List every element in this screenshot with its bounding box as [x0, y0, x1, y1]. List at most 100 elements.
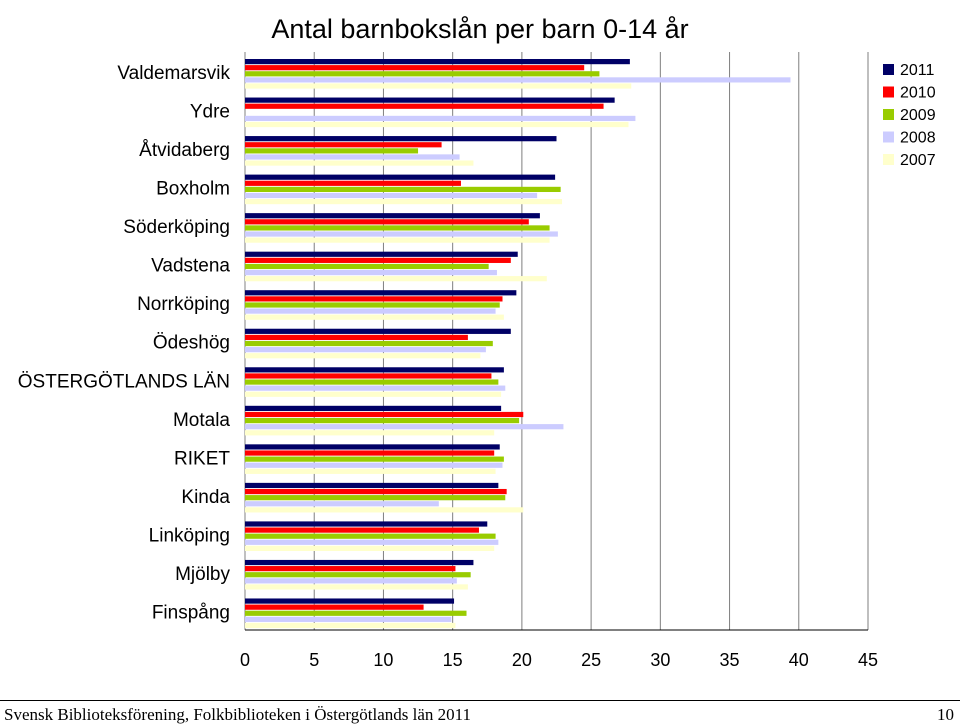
bar [245, 296, 503, 302]
category-labels: Valdemarsvik Ydre Åtvidaberg Boxholm Söderkö… [18, 63, 231, 623]
bar [245, 598, 455, 604]
legend-swatch [883, 131, 894, 143]
bar [245, 334, 468, 341]
bar [245, 367, 504, 373]
category-label: ÖSTERGÖTLANDS LÄN [18, 371, 230, 392]
bar [245, 160, 474, 166]
category-label: RIKET [174, 448, 230, 469]
bar [245, 83, 632, 89]
bar [245, 340, 493, 347]
bar [245, 444, 500, 450]
legend-label: 2008 [900, 130, 936, 147]
bar [245, 379, 499, 385]
bar [245, 71, 600, 77]
bar [245, 610, 467, 616]
x-tick-label: 0 [240, 650, 250, 670]
bar [245, 578, 457, 584]
chart-title: Antal barnbokslån per barn 0-14 år [271, 14, 688, 44]
bar [245, 347, 486, 353]
bar [245, 411, 524, 418]
bar [245, 584, 468, 590]
category-label: Valdemarsvik [117, 63, 230, 84]
bar [245, 115, 636, 122]
bar [245, 231, 558, 237]
x-tick-label: 45 [858, 650, 878, 670]
category-label: Ydre [190, 102, 230, 123]
legend-label: 2007 [900, 152, 936, 169]
bar [245, 328, 511, 334]
bar [245, 495, 506, 501]
legend: 2011 2010 2009 2008 2007 [883, 62, 936, 169]
bar [245, 566, 456, 572]
bar [245, 622, 456, 629]
bar [245, 391, 502, 397]
footer-text: Svensk Biblioteksförening, Folkbibliotek… [4, 705, 471, 724]
bar [245, 121, 629, 128]
bar [245, 373, 492, 379]
category-label: Norrköping [137, 294, 230, 315]
x-tick-labels: 0 5 10 15 20 25 30 35 40 45 [240, 650, 878, 670]
bar [245, 353, 481, 359]
bar [245, 77, 791, 83]
page-number: 10 [937, 705, 954, 724]
legend-swatch [883, 109, 894, 120]
bar [245, 308, 496, 314]
bar [245, 97, 615, 103]
legend-label: 2009 [900, 107, 936, 124]
legend-swatch [883, 154, 894, 165]
category-label: Ödeshög [153, 333, 230, 354]
bar [245, 186, 561, 192]
x-tick-label: 35 [720, 650, 740, 670]
category-label: Motala [173, 410, 230, 431]
x-tick-label: 30 [650, 650, 670, 670]
bar [245, 450, 495, 456]
bar [245, 405, 502, 411]
bar [245, 154, 460, 160]
bar [245, 533, 496, 539]
bar [245, 314, 504, 320]
bar [245, 501, 439, 507]
bar [245, 59, 630, 65]
bar [245, 219, 529, 225]
bar [245, 545, 495, 551]
x-tick-label: 10 [373, 650, 393, 670]
bar [245, 174, 556, 180]
bar [245, 199, 563, 205]
category-label: Finspång [152, 602, 230, 623]
legend-swatch [883, 86, 894, 98]
x-tick-label: 5 [309, 650, 319, 670]
bar [245, 462, 503, 468]
bar [245, 276, 547, 282]
bar [245, 430, 495, 436]
legend-label: 2010 [900, 85, 936, 102]
bar [245, 521, 488, 527]
bar [245, 290, 517, 296]
x-tick-label: 20 [512, 650, 532, 670]
bars [245, 59, 791, 629]
bar [245, 527, 479, 533]
category-label: Mjölby [175, 564, 230, 585]
category-label: Söderköping [123, 217, 230, 238]
bar [245, 604, 424, 610]
bar [245, 269, 497, 276]
bar [245, 488, 507, 495]
x-tick-label: 25 [581, 650, 601, 670]
bar [245, 385, 506, 391]
bar [245, 456, 504, 462]
bar [245, 103, 604, 109]
bar [245, 616, 452, 622]
bar [245, 142, 442, 148]
bar-chart: Antal barnbokslån per barn 0-14 år Valde… [17, 14, 936, 670]
x-tick-label: 40 [789, 650, 809, 670]
bar [245, 302, 500, 308]
bar [245, 468, 496, 474]
bar [245, 257, 511, 263]
bar [245, 482, 499, 489]
bar [245, 559, 474, 566]
bar [245, 192, 538, 199]
bar [245, 65, 585, 71]
bar [245, 213, 540, 219]
footer: Svensk Biblioteksförening, Folkbibliotek… [0, 700, 960, 726]
bar [245, 251, 518, 257]
category-label: Linköping [149, 525, 230, 546]
